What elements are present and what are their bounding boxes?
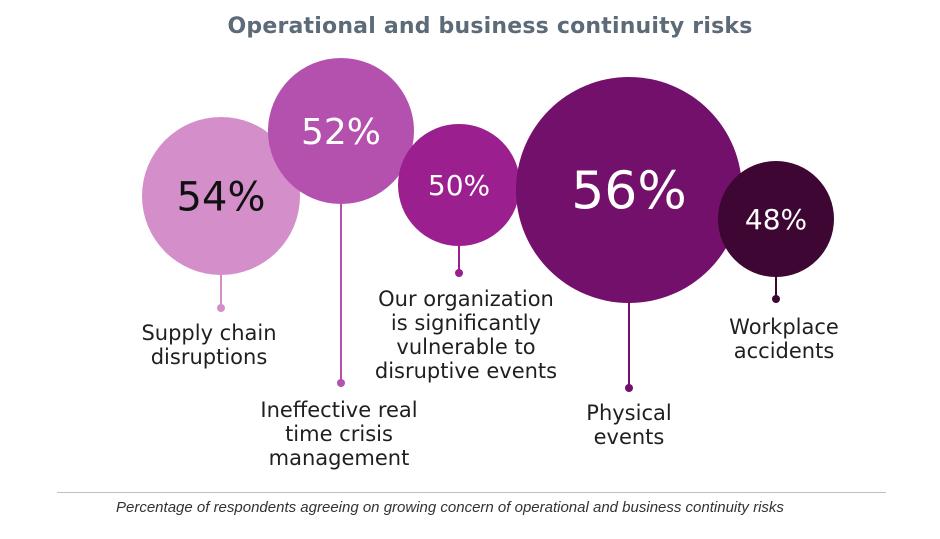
bubble-label-line: Workplace bbox=[729, 315, 839, 339]
bubble-value: 56% bbox=[571, 162, 687, 222]
bubble-label-line: Supply chain bbox=[141, 321, 276, 345]
stem-dot bbox=[337, 379, 345, 387]
bubble-label: Supply chain disruptions bbox=[141, 321, 276, 369]
stem-dot bbox=[217, 304, 225, 312]
bubble bbox=[268, 58, 414, 204]
bubble bbox=[142, 117, 300, 275]
bubble-label-line: Ineffective real bbox=[260, 398, 417, 422]
bubble-label: Physical events bbox=[586, 401, 671, 449]
bubble-label-line: Our organization bbox=[378, 287, 554, 311]
bubble-label: Our organization is significantly vulnerab… bbox=[375, 287, 557, 383]
bubble-value: 50% bbox=[428, 169, 490, 202]
divider bbox=[57, 492, 886, 493]
bubble-label-line: vulnerable to bbox=[396, 335, 535, 359]
bubble bbox=[398, 124, 520, 246]
bubble-label: Ineffective real time crisis management bbox=[260, 398, 417, 470]
bubble bbox=[516, 77, 742, 303]
chart-caption: Percentage of respondents agreeing on gr… bbox=[116, 499, 784, 516]
bubble-label-line: events bbox=[594, 425, 665, 449]
bubble-value: 52% bbox=[301, 112, 381, 153]
bubble-label-line: time crisis bbox=[285, 422, 393, 446]
bubble-value: 48% bbox=[745, 203, 807, 236]
bubble-label-line: management bbox=[269, 446, 410, 470]
bubble-label: Workplace accidents bbox=[729, 315, 839, 363]
bubble bbox=[718, 161, 834, 277]
stem-dot bbox=[625, 384, 633, 392]
bubble-value: 54% bbox=[177, 174, 266, 220]
bubble-label-line: accidents bbox=[734, 339, 835, 363]
chart-title: Operational and business continuity risk… bbox=[227, 14, 753, 39]
bubble-label-line: Physical bbox=[586, 401, 671, 425]
bubble-label-line: disruptive events bbox=[375, 359, 557, 383]
bubble-label-line: is significantly bbox=[391, 311, 541, 335]
bubble-label-line: disruptions bbox=[151, 345, 268, 369]
stem-dot bbox=[455, 269, 463, 277]
stem-dot bbox=[772, 295, 780, 303]
